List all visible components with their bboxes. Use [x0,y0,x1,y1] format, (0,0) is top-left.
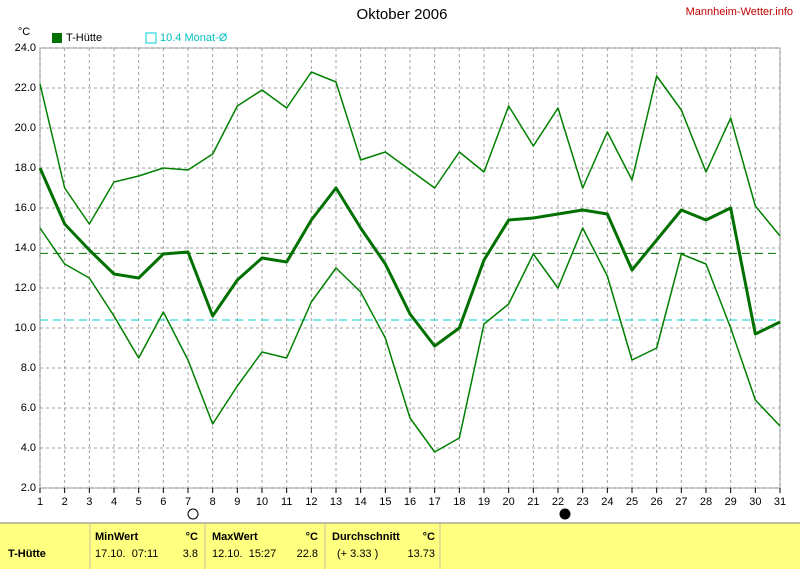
table-cell: 13.73 [407,548,435,560]
site-label[interactable]: Mannheim-Wetter.info [686,6,793,18]
x-tick-label: 7 [185,496,191,508]
x-tick-label: 1 [37,496,43,508]
x-tick-label: 17 [429,496,441,508]
x-tick-label: 26 [651,496,663,508]
table-cell: (+ 3.33 ) [337,548,378,560]
x-tick-label: 18 [453,496,465,508]
x-tick-label: 12 [305,496,317,508]
y-tick-label: 18.0 [15,162,36,174]
table-header: MinWert [95,531,139,543]
table-cell: T-Hütte [8,548,46,560]
y-tick-label: 22.0 [15,82,36,94]
x-tick-label: 9 [234,496,240,508]
y-tick-label: 24.0 [15,42,36,54]
legend-swatch [145,32,157,44]
y-tick-label: 16.0 [15,202,36,214]
table-header: Durchschnitt [332,531,400,543]
table-cell: 17.10. 07:11 [95,548,158,560]
y-tick-label: 20.0 [15,122,36,134]
x-tick-label: 16 [404,496,416,508]
table-cell: 22.8 [297,548,318,560]
summary-table: MinWert °C MaxWert °C Durchschnitt °C T-… [0,522,800,569]
y-tick-label: 4.0 [21,442,36,454]
series-line [39,227,781,453]
x-tick-label: 5 [136,496,142,508]
x-tick-label: 6 [160,496,166,508]
table-bg [0,523,800,569]
x-tick-label: 8 [210,496,216,508]
y-unit: °C [18,26,30,38]
y-tick-label: 8.0 [21,362,36,374]
x-tick-label: 25 [626,496,638,508]
x-tick-label: 13 [330,496,342,508]
series-line [39,71,781,237]
x-tick-label: 31 [774,496,786,508]
table-header: °C [186,531,198,543]
table-header: °C [306,531,318,543]
chart-title: Oktober 2006 [357,6,448,23]
table-cell: 3.8 [183,548,198,560]
series-line [38,167,781,348]
x-tick-label: 10 [256,496,268,508]
x-tick-label: 22 [552,496,564,508]
x-tick-label: 23 [577,496,589,508]
moon-icon [559,508,571,520]
x-tick-label: 28 [700,496,712,508]
x-tick-label: 24 [601,496,613,508]
x-tick-label: 3 [86,496,92,508]
y-tick-label: 12.0 [15,282,36,294]
x-tick-label: 20 [503,496,515,508]
y-tick-label: 2.0 [21,482,36,494]
y-tick-label: 10.0 [15,322,36,334]
x-tick-label: 27 [675,496,687,508]
x-tick-label: 21 [527,496,539,508]
legend-label: 10.4 Monat-Ø [160,32,228,44]
legend-label: T-Hütte [66,32,102,44]
moon-icon [187,508,199,520]
x-tick-label: 2 [62,496,68,508]
x-tick-label: 11 [281,496,292,508]
x-tick-label: 30 [749,496,761,508]
x-tick-label: 4 [111,496,117,508]
table-header: °C [423,531,435,543]
table-cell: 12.10. 15:27 [212,548,276,560]
x-tick-label: 29 [725,496,737,508]
y-tick-label: 14.0 [15,242,36,254]
x-tick-label: 14 [355,496,367,508]
legend-swatch [52,33,62,43]
y-tick-label: 6.0 [21,402,36,414]
table-header: MaxWert [212,531,258,543]
x-tick-label: 15 [379,496,391,508]
x-tick-label: 19 [478,496,490,508]
